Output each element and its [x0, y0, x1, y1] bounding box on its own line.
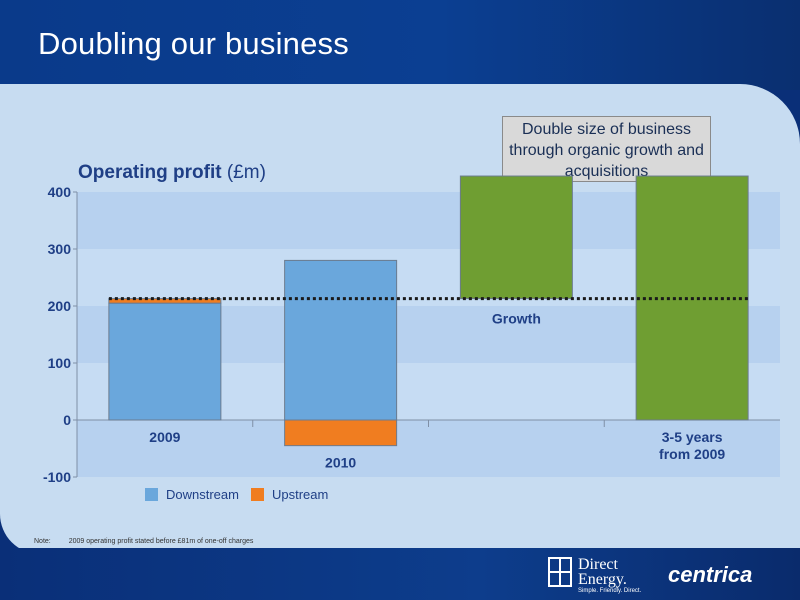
- bar-downstream-0: [108, 302, 222, 421]
- bar-growth-2: [459, 175, 573, 300]
- footnote-text: 2009 operating profit stated before £81m…: [68, 538, 254, 545]
- y-tick-label: 300: [48, 241, 72, 257]
- direct-energy-mark-icon: [548, 557, 572, 587]
- y-tick-label: -100: [43, 469, 71, 485]
- direct-energy-line1: Direct: [578, 556, 618, 573]
- centrica-logo: centrica: [668, 562, 753, 587]
- chart-legend: Downstream Upstream: [145, 487, 340, 502]
- x-category-label: 2009: [149, 429, 180, 445]
- growth-annotation: Growth: [492, 311, 541, 327]
- y-tick-label: 200: [48, 298, 72, 314]
- legend-item-downstream: Downstream: [145, 487, 239, 502]
- x-category-label: 3-5 years from 2009: [659, 429, 725, 462]
- footer-band: [0, 548, 800, 600]
- legend-swatch-downstream: [145, 488, 158, 501]
- callout-box: Double size of business through organic …: [502, 116, 711, 182]
- y-tick-label: 0: [63, 412, 71, 428]
- bar-upstream-1: [284, 419, 398, 447]
- bar-downstream-1: [284, 259, 398, 421]
- slide-title: Doubling our business: [38, 26, 349, 61]
- y-tick-label: 100: [48, 355, 72, 371]
- footnote-label: Note:: [34, 538, 51, 545]
- chart-y-title-unit: (£m): [226, 162, 266, 183]
- chart-y-title-main: Operating profit: [78, 162, 222, 183]
- x-category-label-line: 3-5 years: [662, 429, 723, 445]
- header-band: [0, 0, 800, 90]
- legend-swatch-upstream: [250, 488, 264, 501]
- direct-energy-tagline: Simple. Friendly. Direct.: [578, 588, 642, 594]
- legend-item-upstream: Upstream: [250, 487, 329, 502]
- legend-label-downstream: Downstream: [166, 487, 239, 502]
- direct-energy-logo: Direct Energy. Simple. Friendly. Direct.: [548, 557, 641, 596]
- direct-energy-line2: Energy.: [578, 571, 627, 588]
- x-category-label: 2010: [325, 455, 356, 471]
- plot-band: [77, 420, 780, 477]
- y-tick-label: 400: [48, 184, 72, 200]
- chart-y-title: Operating profit (£m): [78, 162, 266, 184]
- x-category-label-line: 2009: [149, 429, 180, 445]
- x-category-label-line: from 2009: [659, 446, 725, 462]
- legend-label-upstream: Upstream: [271, 487, 329, 502]
- x-category-label-line: 2010: [325, 455, 356, 471]
- footnote: Note: 2009 operating profit stated befor…: [34, 538, 269, 545]
